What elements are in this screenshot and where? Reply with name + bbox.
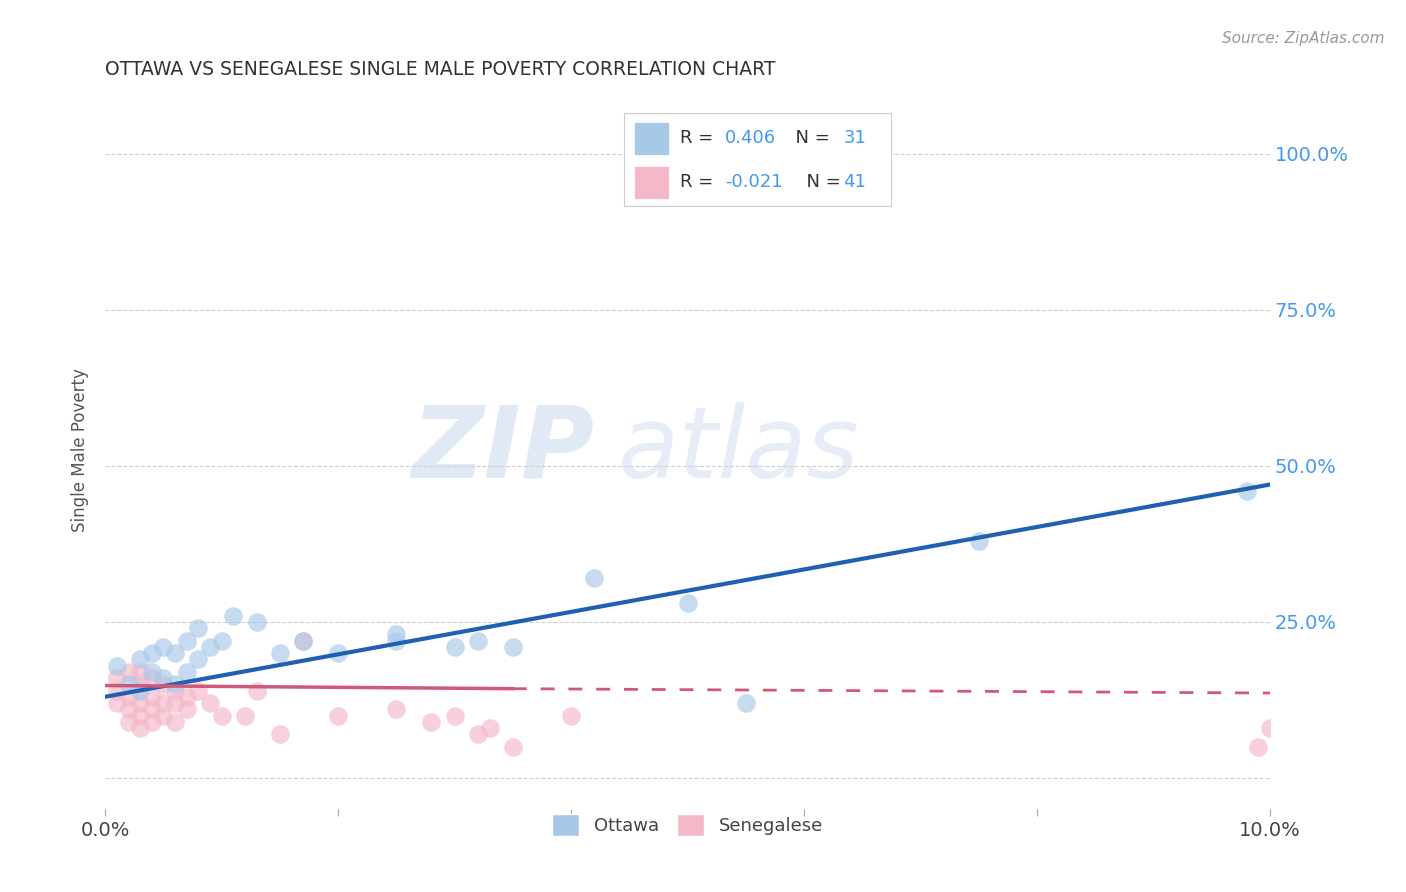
Point [105,696,128,710]
Point [211,708,233,723]
Point [141,690,163,704]
Point [141,671,163,685]
Point [165,696,187,710]
Point [233,708,256,723]
Point [117,702,139,716]
Point [967,533,990,548]
Point [328,708,350,723]
Point [152,640,174,654]
Point [176,633,198,648]
Point [1247,739,1270,754]
Text: atlas: atlas [617,401,859,499]
Point [560,708,582,723]
Point [1258,721,1281,735]
Point [117,665,139,679]
Point [1236,483,1258,498]
Point [467,633,489,648]
Point [105,671,128,685]
Point [420,714,443,729]
Point [734,696,756,710]
Point [269,646,291,660]
Point [211,633,233,648]
Text: ZIP: ZIP [412,401,595,499]
Point [198,696,221,710]
Point [117,677,139,691]
Point [222,608,245,623]
Point [129,696,152,710]
Point [292,633,315,648]
Point [165,677,187,691]
Point [443,640,465,654]
Point [129,665,152,679]
Point [246,615,269,629]
Point [141,714,163,729]
Legend: Ottawa, Senegalese: Ottawa, Senegalese [546,806,830,843]
Point [502,739,524,754]
Point [129,721,152,735]
Point [176,665,198,679]
Point [676,596,699,610]
Point [165,683,187,698]
Text: OTTAWA VS SENEGALESE SINGLE MALE POVERTY CORRELATION CHART: OTTAWA VS SENEGALESE SINGLE MALE POVERTY… [105,60,776,78]
Point [269,727,291,741]
Point [385,633,408,648]
Point [198,640,221,654]
Point [292,633,315,648]
Point [176,690,198,704]
Point [478,721,501,735]
Point [187,652,209,666]
Point [105,683,128,698]
Point [129,708,152,723]
Point [141,702,163,716]
Point [141,646,163,660]
Point [165,714,187,729]
Point [117,690,139,704]
Point [467,727,489,741]
Point [152,677,174,691]
Point [187,621,209,635]
Point [129,683,152,698]
Point [583,571,606,585]
Point [443,708,465,723]
Point [328,646,350,660]
Point [176,702,198,716]
Point [165,646,187,660]
Point [385,702,408,716]
Text: Source: ZipAtlas.com: Source: ZipAtlas.com [1222,31,1385,46]
Y-axis label: Single Male Poverty: Single Male Poverty [72,368,89,533]
Point [385,627,408,641]
Point [246,683,269,698]
Point [152,708,174,723]
Point [117,714,139,729]
Point [152,696,174,710]
Point [105,658,128,673]
Point [187,683,209,698]
Point [129,677,152,691]
Point [129,652,152,666]
Point [502,640,524,654]
Point [141,665,163,679]
Point [152,671,174,685]
